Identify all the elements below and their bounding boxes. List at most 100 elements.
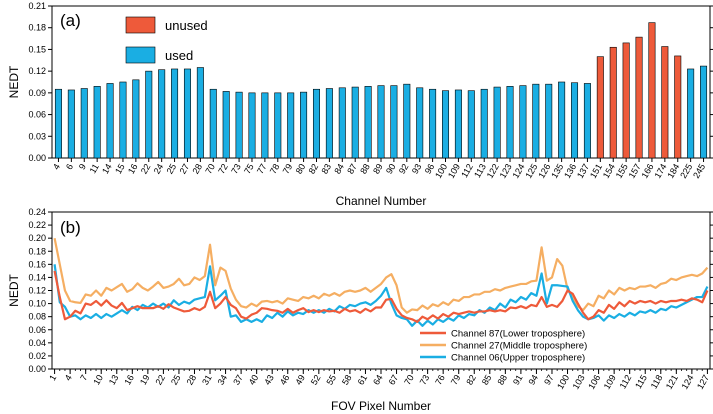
x-tick-label-b: 118 [649, 373, 665, 390]
x-tick-label-a: 14 [100, 162, 114, 176]
y-tick-label-a: 0.15 [28, 44, 46, 54]
y-tick-label-a: 0.09 [28, 88, 46, 98]
x-tick-label-b: 103 [571, 373, 587, 391]
x-tick-label-b: 31 [200, 373, 214, 387]
x-tick-label-b: 40 [247, 373, 261, 387]
x-tick-label-a: 112 [459, 162, 475, 179]
bar [364, 86, 372, 159]
bar [416, 87, 424, 159]
bar [532, 83, 540, 159]
x-tick-label-b: 124 [679, 373, 695, 391]
x-tick-label-b: 46 [278, 373, 292, 387]
y-tick-label-a: 0.00 [28, 153, 46, 163]
y-tick-label-b: 0.06 [28, 325, 46, 335]
y-tick-label-a: 0.18 [28, 23, 46, 33]
bar [583, 83, 591, 159]
bar [687, 68, 695, 159]
x-tick-label-a: 11 [88, 162, 101, 175]
x-tick-label-a: 100 [433, 162, 449, 180]
x-tick-label-a: 25 [165, 162, 179, 176]
bar [493, 86, 501, 159]
bar [674, 55, 682, 159]
x-tick-label-b: 106 [586, 373, 602, 391]
series-line [53, 264, 709, 327]
x-tick-label-a: 83 [319, 162, 333, 176]
x-tick-label-a: 73 [229, 162, 243, 176]
bar [467, 90, 475, 159]
bar [442, 90, 450, 159]
panel-b: 0.00 0.02 0.04 0.06 0.08 0.10 0.12 0.14 0.16 0.18… [7, 207, 713, 413]
bar [106, 83, 114, 159]
bar [209, 88, 217, 159]
bar [480, 88, 488, 159]
legend-label-b: Channel 06(Upper troposphere) [451, 353, 585, 364]
x-tick-label-b: 70 [402, 373, 416, 387]
bar [80, 88, 88, 159]
bar [196, 67, 204, 159]
legend-swatch-a [125, 16, 156, 34]
x-tick-label-b: 73 [418, 373, 432, 387]
panel-label-a: (a) [60, 11, 81, 30]
bar [325, 88, 333, 159]
y-tick-label-b: 0.08 [28, 312, 46, 322]
bar [622, 42, 630, 159]
y-tick-label-b: 0.20 [28, 233, 46, 243]
bar [145, 70, 153, 159]
x-tick-label-a: 24 [152, 162, 166, 176]
x-tick-label-b: 127 [695, 373, 711, 391]
x-tick-label-b: 13 [107, 373, 121, 387]
legend-swatch-a [125, 46, 156, 64]
x-tick-label-a: 82 [307, 162, 321, 176]
x-tick-label-a: 92 [397, 162, 411, 176]
panel-a: 0.000.030.060.090.120.150.180.214 6 9 11 14 1… [7, 1, 713, 208]
x-tick-label-b: 94 [526, 373, 540, 387]
x-tick-label-a: 77 [255, 162, 269, 176]
x-tick-label-a: 174 [652, 162, 668, 180]
legend-label-b: Channel 87(Lower troposphere) [451, 329, 585, 340]
x-tick-label-a: 135 [549, 162, 565, 180]
bar [222, 91, 230, 159]
y-axis-title-b: NEDT [7, 274, 21, 307]
x-tick-label-b: 52 [309, 373, 323, 387]
x-tick-label-a: 126 [536, 162, 552, 180]
x-tick-label-a: 123 [498, 162, 514, 180]
x-tick-label-b: 55 [324, 373, 338, 387]
bar [235, 91, 243, 159]
x-tick-label-a: 137 [575, 162, 591, 180]
bar [300, 91, 308, 159]
series-line [53, 237, 709, 314]
x-tick-label-b: 67 [387, 373, 401, 387]
bar [635, 36, 643, 159]
x-tick-label-b: 61 [356, 373, 370, 387]
x-tick-label-a: 151 [588, 162, 604, 180]
bar [558, 81, 566, 159]
bar [545, 83, 553, 159]
x-tick-label-b: 37 [231, 373, 245, 387]
bar [312, 88, 320, 159]
bar [377, 85, 385, 159]
x-tick-label-b: 28 [185, 373, 199, 387]
x-tick-label-b: 25 [169, 373, 183, 387]
bar [609, 46, 617, 159]
x-tick-label-b: 112 [618, 373, 634, 390]
x-tick-label-b: 88 [495, 373, 509, 387]
x-tick-label-a: 4 [51, 162, 62, 171]
y-tick-label-b: 0.12 [28, 286, 46, 296]
x-tick-label-a: 78 [268, 162, 282, 176]
x-tick-label-b: 22 [153, 373, 167, 387]
x-tick-label-a: 9 [77, 162, 88, 171]
x-tick-label-a: 113 [472, 162, 488, 179]
x-tick-label-a: 166 [639, 162, 655, 180]
x-tick-label-a: 28 [190, 162, 204, 176]
x-tick-label-a: 96 [423, 162, 437, 176]
x-tick-label-a: 245 [691, 162, 707, 180]
x-tick-label-a: 22 [139, 162, 153, 176]
x-tick-label-b: 58 [340, 373, 354, 387]
legend-label-b: Channel 27(Middle troposphere) [451, 341, 587, 352]
y-tick-label-a: 0.12 [28, 66, 46, 76]
x-tick-label-a: 6 [64, 162, 75, 171]
x-tick-label-b: 64 [371, 373, 385, 387]
x-tick-label-b: 91 [511, 373, 525, 387]
bar [429, 88, 437, 159]
